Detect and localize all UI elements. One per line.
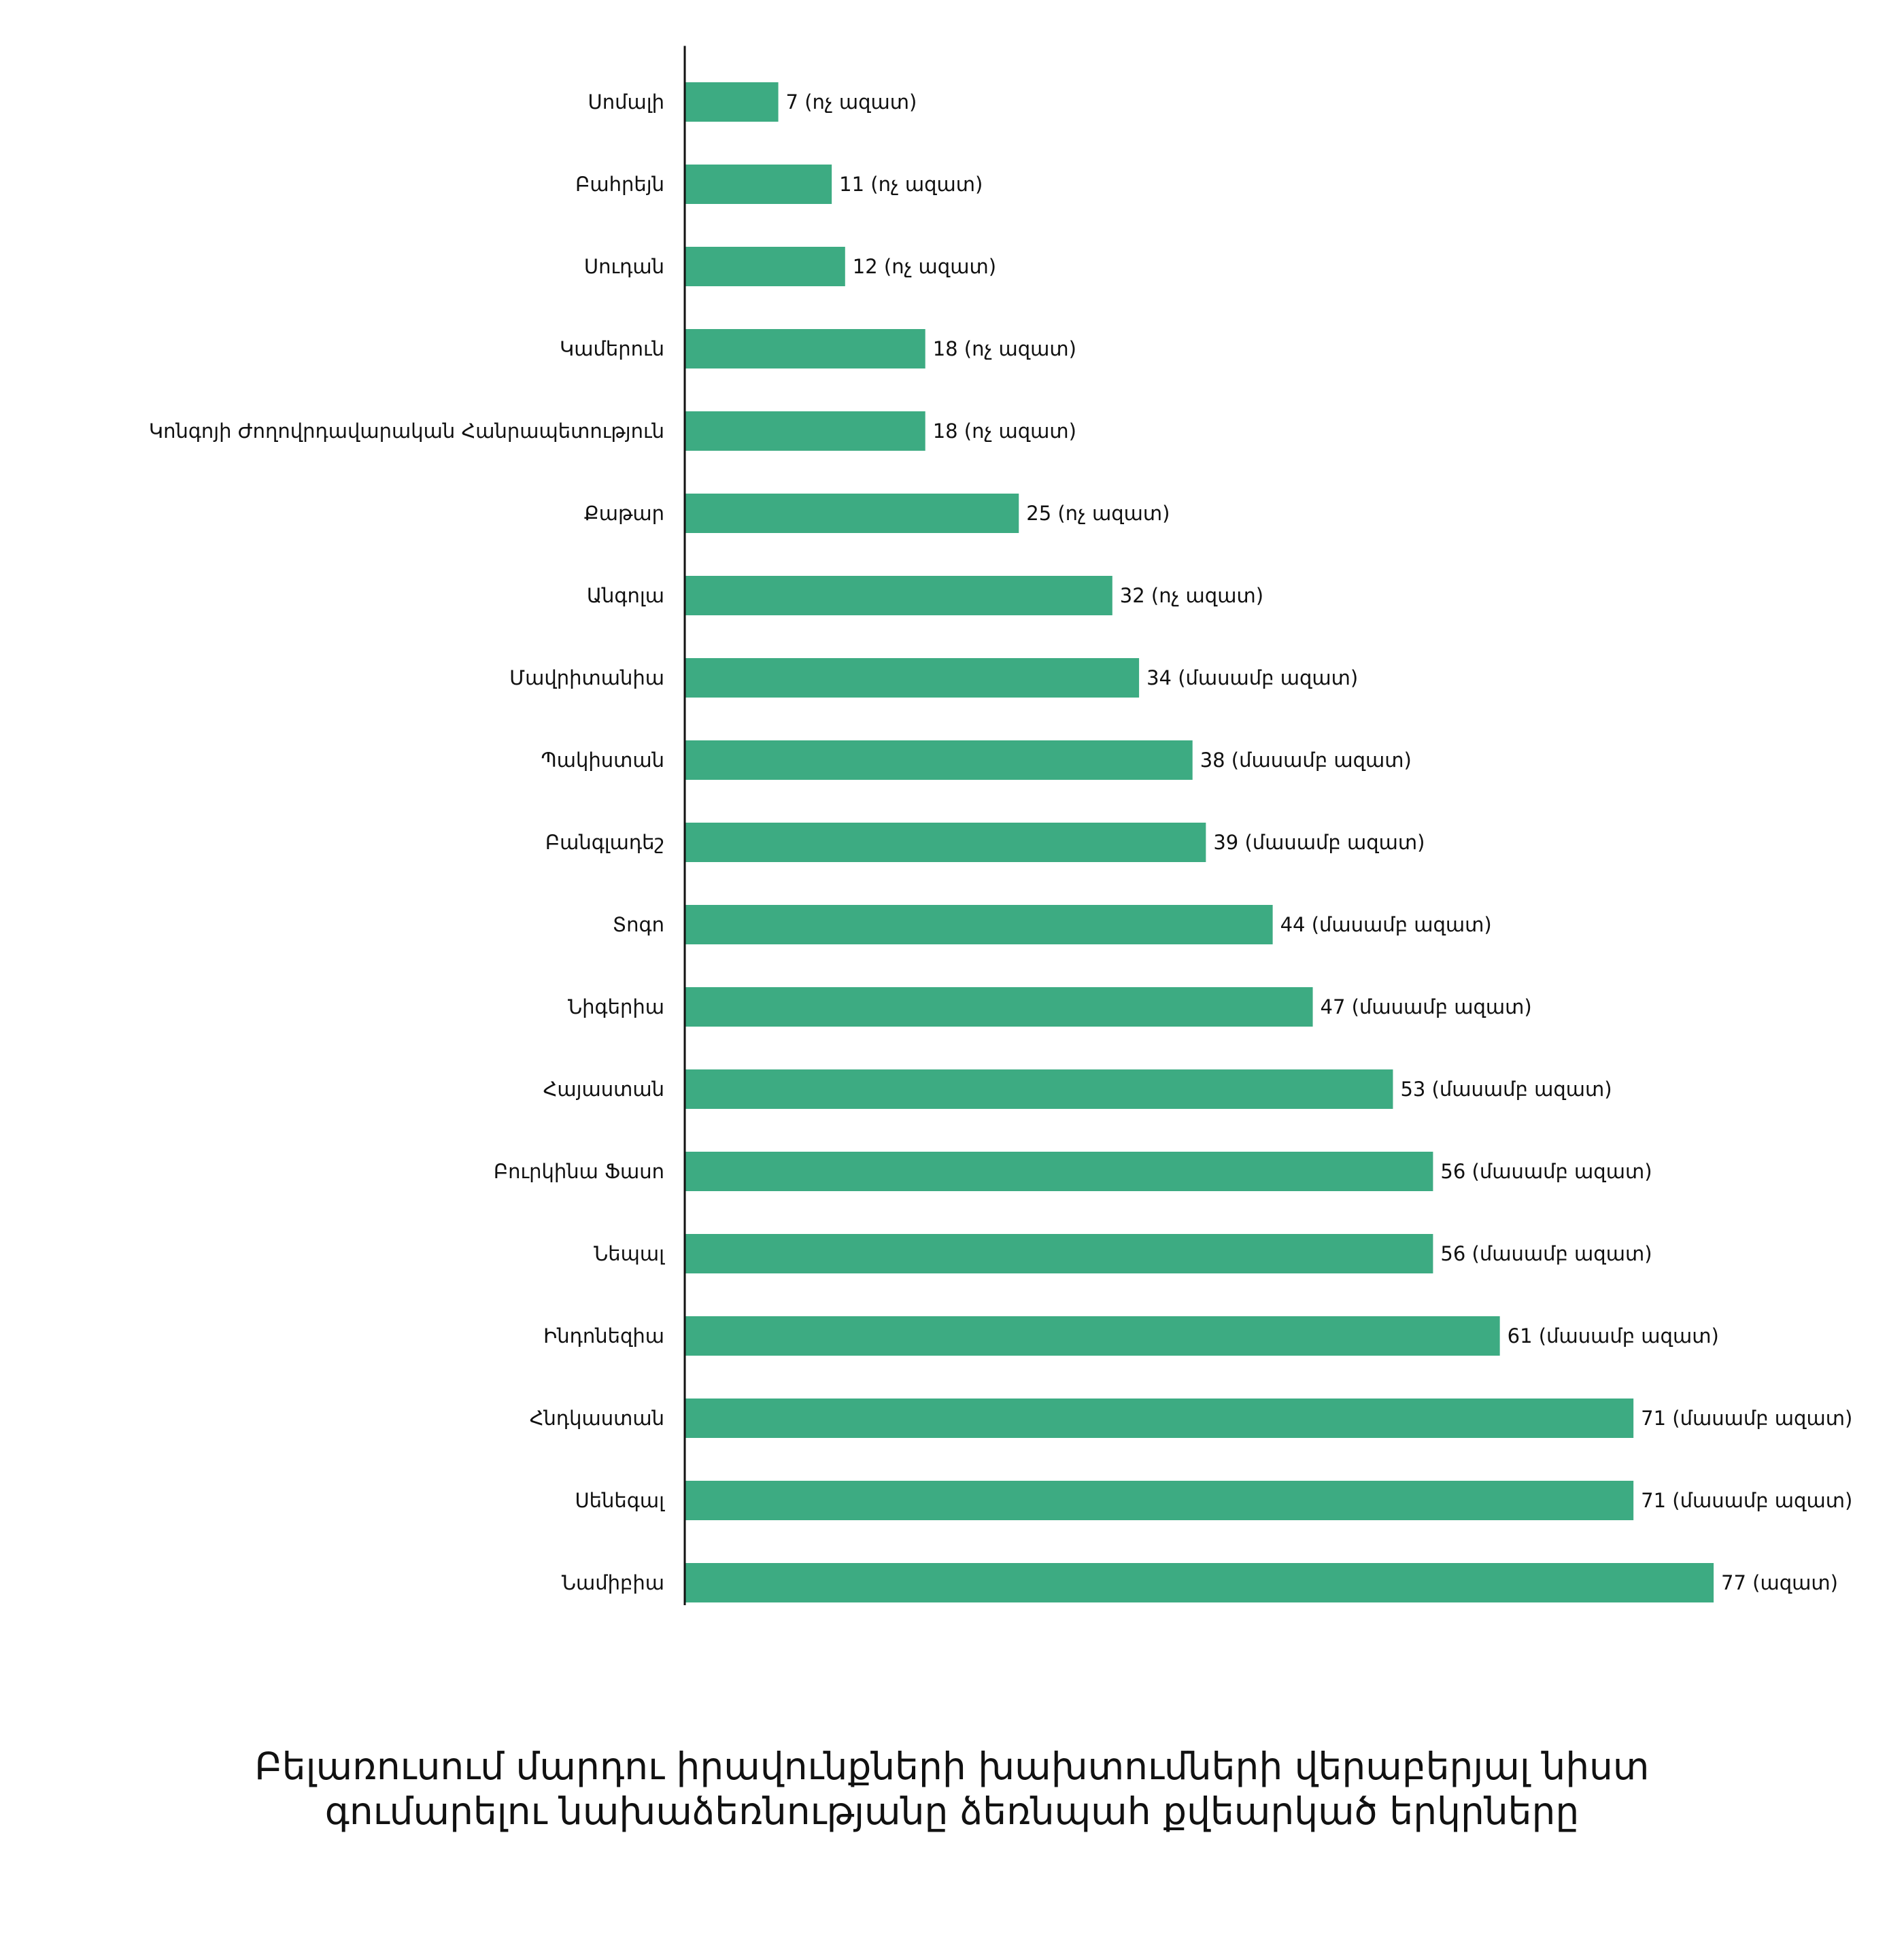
chart-title-line-2: գումարելու նախաձեռնությանը ձեռնպահ քվեար… (324, 1789, 1580, 1833)
category-label-5: Քաթար (584, 502, 664, 525)
value-label-6: 32 (ոչ ազատ) (1120, 584, 1263, 607)
value-label-12: 53 (մասամբ ազատ) (1400, 1078, 1612, 1101)
category-label-1: Բահրեյն (575, 173, 664, 196)
bar-6 (685, 576, 1112, 615)
category-label-9: Բանգլադեշ (545, 831, 664, 854)
bars-layer (685, 82, 1714, 1602)
category-label-2: Սուդան (584, 255, 664, 278)
value-labels: 7 (ոչ ազատ) 11 (ոչ ազատ) 12 (ոչ ազատ) 18 (ո… (786, 90, 1853, 1594)
value-label-14: 56 (մասամբ ազատ) (1440, 1242, 1652, 1265)
category-label-3: Կամերուն (560, 337, 664, 360)
category-label-15: Ինդոնեզիա (543, 1324, 664, 1348)
bar-11 (685, 987, 1313, 1027)
category-labels: Սոմալի Բահրեյն Սուդան Կամերուն Կոնգոյի Ժողով… (149, 90, 665, 1594)
bar-5 (685, 494, 1019, 533)
value-label-10: 44 (մասամբ ազատ) (1280, 913, 1492, 936)
category-label-17: Սենեգալ (575, 1489, 665, 1512)
bar-1 (685, 165, 832, 204)
value-label-7: 34 (մասամբ ազատ) (1146, 666, 1358, 689)
value-label-0: 7 (ոչ ազատ) (786, 90, 917, 114)
category-label-18: Նամիբիա (562, 1571, 664, 1594)
bar-7 (685, 658, 1140, 698)
category-label-7: Մավրիտանիա (509, 666, 664, 689)
value-label-2: 12 (ոչ ազատ) (853, 255, 996, 278)
category-label-4: Կոնգոյի Ժողովրդավարական Հանրապետություն (149, 419, 664, 443)
value-label-9: 39 (մասամբ ազատ) (1213, 831, 1425, 854)
category-label-11: Նիգերիա (568, 995, 664, 1018)
bar-9 (685, 823, 1206, 862)
value-label-5: 25 (ոչ ազատ) (1026, 502, 1170, 525)
chart-title: Բելառուսում մարդու իրավունքների խախտումն… (0, 1744, 1904, 1834)
category-label-13: Բուրկինա Ֆասո (494, 1160, 664, 1183)
bar-16 (685, 1399, 1634, 1438)
value-label-8: 38 (մասամբ ազատ) (1200, 749, 1412, 772)
bar-10 (685, 905, 1273, 944)
bar-13 (685, 1152, 1433, 1191)
bar-18 (685, 1563, 1714, 1602)
bar-0 (685, 82, 779, 122)
value-label-1: 11 (ոչ ազատ) (839, 173, 983, 196)
bar-3 (685, 329, 925, 368)
value-label-13: 56 (մասամբ ազատ) (1440, 1160, 1652, 1183)
value-label-16: 71 (մասամբ ազատ) (1641, 1407, 1852, 1430)
value-label-17: 71 (մասամբ ազատ) (1641, 1489, 1852, 1512)
value-label-11: 47 (մասամբ ազատ) (1321, 995, 1532, 1018)
chart-title-line-1: Բելառուսում մարդու իրավունքների խախտումն… (254, 1745, 1650, 1788)
bar-2 (685, 247, 845, 286)
category-label-6: Անգոլա (587, 584, 664, 607)
category-label-10: Տոգո (613, 913, 664, 936)
bar-8 (685, 740, 1193, 780)
bar-17 (685, 1481, 1634, 1520)
category-label-14: Նեպալ (594, 1242, 665, 1265)
category-label-0: Սոմալի (588, 90, 665, 114)
bar-15 (685, 1316, 1500, 1356)
value-label-18: 77 (ազատ) (1721, 1571, 1838, 1594)
value-label-15: 61 (մասամբ ազատ) (1508, 1324, 1719, 1348)
value-label-3: 18 (ոչ ազատ) (933, 337, 1076, 360)
category-label-8: Պակիստան (541, 749, 664, 772)
bar-4 (685, 411, 925, 451)
value-label-4: 18 (ոչ ազատ) (933, 419, 1076, 443)
bar-14 (685, 1234, 1433, 1273)
bar-12 (685, 1069, 1393, 1109)
category-label-12: Հայաստան (543, 1078, 664, 1101)
category-label-16: Հնդկաստան (530, 1407, 664, 1430)
